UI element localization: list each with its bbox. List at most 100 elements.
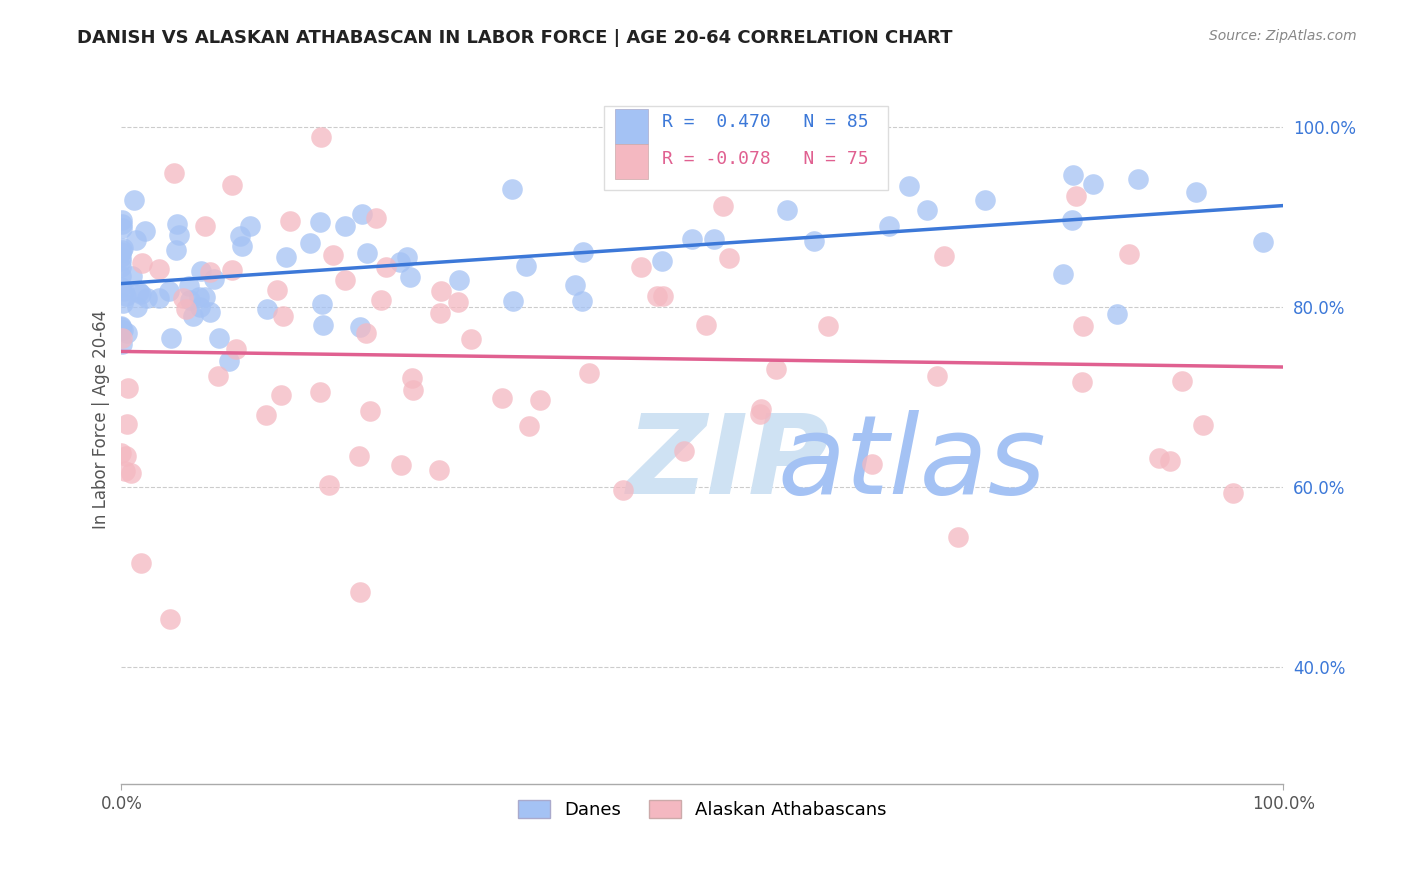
Point: [117, 417, 139, 432]
Point: [221, 178, 243, 193]
Point: [134, 224, 156, 238]
Point: [1147, 451, 1170, 466]
Point: [389, 458, 412, 472]
Point: [370, 293, 392, 308]
Point: [571, 294, 593, 309]
Point: [396, 250, 419, 264]
Point: [491, 391, 513, 405]
Point: [1070, 375, 1092, 389]
Point: [1071, 319, 1094, 334]
Point: [110, 253, 132, 268]
Point: [225, 342, 247, 356]
Point: [946, 530, 969, 544]
Point: [389, 255, 412, 269]
Point: [651, 254, 673, 268]
Point: [148, 292, 170, 306]
Point: [879, 219, 901, 234]
Point: [110, 217, 132, 231]
Point: [115, 289, 138, 303]
Point: [207, 368, 229, 383]
Point: [110, 280, 132, 294]
Point: [803, 234, 825, 248]
Point: [318, 478, 340, 492]
Point: [276, 250, 298, 264]
Point: [359, 403, 381, 417]
Point: [308, 385, 330, 400]
Point: [974, 193, 997, 207]
Point: [356, 326, 378, 341]
Point: [460, 332, 482, 346]
Point: [117, 381, 139, 395]
Point: [1060, 213, 1083, 227]
Point: [749, 402, 772, 417]
Point: [718, 251, 741, 265]
Text: Source: ZipAtlas.com: Source: ZipAtlas.com: [1209, 29, 1357, 43]
FancyBboxPatch shape: [616, 145, 648, 179]
Point: [110, 323, 132, 337]
Point: [1118, 247, 1140, 261]
Point: [231, 239, 253, 253]
Point: [1083, 177, 1105, 191]
Point: [1171, 374, 1194, 388]
Point: [278, 213, 301, 227]
Point: [1107, 307, 1129, 321]
Point: [765, 361, 787, 376]
Point: [1159, 454, 1181, 468]
Point: [612, 483, 634, 498]
Point: [519, 418, 541, 433]
Point: [110, 260, 132, 274]
Point: [401, 370, 423, 384]
Point: [1062, 168, 1084, 182]
Point: [179, 293, 201, 307]
Point: [135, 291, 157, 305]
Point: [1222, 486, 1244, 500]
Point: [166, 217, 188, 231]
Point: [239, 219, 262, 233]
Point: [208, 330, 231, 344]
FancyBboxPatch shape: [603, 106, 889, 190]
Point: [128, 285, 150, 299]
Point: [564, 277, 586, 292]
Point: [817, 318, 839, 333]
Point: [112, 323, 135, 337]
Point: [429, 305, 451, 319]
Point: [159, 612, 181, 626]
Point: [266, 283, 288, 297]
Point: [110, 319, 132, 334]
Point: [124, 193, 146, 207]
Point: [652, 288, 675, 302]
Point: [174, 301, 197, 316]
Point: [254, 408, 277, 422]
Point: [647, 289, 669, 303]
Point: [322, 248, 344, 262]
Point: [111, 337, 134, 351]
FancyBboxPatch shape: [616, 109, 648, 145]
Point: [402, 383, 425, 397]
Point: [447, 294, 470, 309]
Point: [925, 369, 948, 384]
Point: [190, 264, 212, 278]
Point: [364, 211, 387, 226]
Point: [932, 249, 955, 263]
Point: [711, 198, 734, 212]
Point: [271, 310, 294, 324]
Point: [194, 219, 217, 233]
Point: [308, 214, 330, 228]
Point: [681, 232, 703, 246]
Point: [1126, 171, 1149, 186]
Point: [256, 301, 278, 316]
Point: [578, 366, 600, 380]
Point: [695, 318, 717, 332]
Point: [398, 269, 420, 284]
Point: [110, 446, 132, 460]
Point: [165, 244, 187, 258]
Point: [110, 268, 132, 283]
Point: [188, 290, 211, 304]
Point: [449, 273, 471, 287]
Point: [915, 203, 938, 218]
Point: [188, 300, 211, 314]
Point: [375, 260, 398, 274]
Text: DANISH VS ALASKAN ATHABASCAN IN LABOR FORCE | AGE 20-64 CORRELATION CHART: DANISH VS ALASKAN ATHABASCAN IN LABOR FO…: [77, 29, 953, 46]
Text: ZIP: ZIP: [627, 410, 831, 517]
Point: [157, 284, 180, 298]
